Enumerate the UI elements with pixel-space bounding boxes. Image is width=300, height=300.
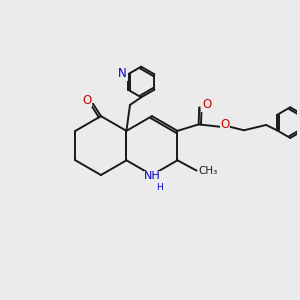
Text: O: O (202, 98, 211, 111)
Text: H: H (156, 183, 163, 192)
Text: NH: NH (144, 172, 161, 182)
Text: O: O (220, 118, 230, 131)
Text: N: N (118, 67, 127, 80)
Text: CH₃: CH₃ (198, 166, 218, 176)
Text: O: O (82, 94, 92, 107)
